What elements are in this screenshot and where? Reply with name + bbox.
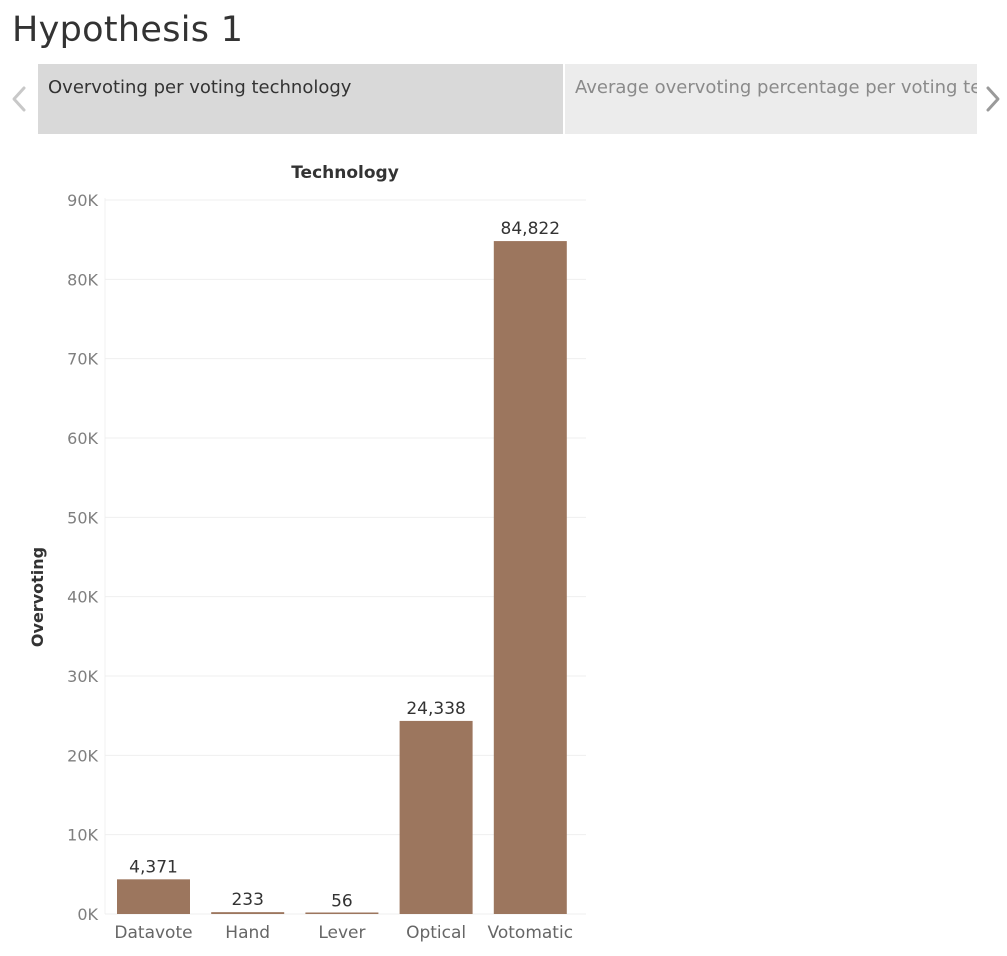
page-title: Hypothesis 1 xyxy=(12,10,244,50)
y-axis-ticks: 0K 10K 20K 30K 40K 50K 60K 70K 80K 90K xyxy=(67,191,98,924)
x-tick-label: Votomatic xyxy=(488,923,574,943)
y-tick-label: 50K xyxy=(67,508,98,527)
bars xyxy=(117,241,567,914)
chart-svg: Technology Overvoting 0K 10K 20K 30K 40K 50K 6… xyxy=(28,163,586,943)
chevron-right-icon xyxy=(986,86,1000,112)
chevron-left-icon xyxy=(12,86,26,112)
story-point-label: Overvoting per voting technology xyxy=(48,77,352,98)
chart-title: Technology xyxy=(291,163,399,183)
x-axis-ticks: Datavote Hand Lever Optical Votomatic xyxy=(114,923,573,943)
bar-hand xyxy=(211,912,285,914)
bar-lever xyxy=(305,912,379,914)
y-tick-label: 70K xyxy=(67,350,98,369)
data-label: 4,371 xyxy=(129,857,178,877)
y-tick-label: 60K xyxy=(67,429,98,448)
x-tick-label: Hand xyxy=(225,923,270,943)
story-navigator: Overvoting per voting technology Average… xyxy=(0,64,1007,134)
bar-optical xyxy=(399,720,473,914)
bar-votomatic xyxy=(493,241,567,914)
x-tick-label: Datavote xyxy=(114,923,192,943)
story-point-label: Average overvoting percentage per voting… xyxy=(575,77,977,98)
story-point-overvoting[interactable]: Overvoting per voting technology xyxy=(38,64,563,134)
y-tick-label: 80K xyxy=(67,270,98,289)
story-next-button[interactable] xyxy=(980,82,1006,116)
data-label: 24,338 xyxy=(406,699,465,719)
data-labels: 4,371 233 56 24,338 84,822 xyxy=(129,219,560,911)
y-tick-label: 30K xyxy=(67,667,98,686)
story-point-average-overvoting[interactable]: Average overvoting percentage per voting… xyxy=(565,64,977,134)
data-label: 233 xyxy=(231,890,263,910)
bar-datavote xyxy=(117,879,190,914)
story-prev-button[interactable] xyxy=(6,82,32,116)
y-tick-label: 0K xyxy=(77,905,98,924)
x-tick-label: Lever xyxy=(318,923,365,943)
data-label: 84,822 xyxy=(501,219,560,239)
data-label: 56 xyxy=(331,892,353,912)
y-tick-label: 20K xyxy=(67,746,98,765)
y-tick-label: 90K xyxy=(67,191,98,210)
x-tick-label: Optical xyxy=(406,923,466,943)
y-axis-title: Overvoting xyxy=(28,547,47,647)
y-tick-label: 10K xyxy=(67,826,98,845)
bar-chart: Technology Overvoting 0K 10K 20K 30K 40K 50K 6… xyxy=(0,150,620,952)
y-tick-label: 40K xyxy=(67,588,98,607)
